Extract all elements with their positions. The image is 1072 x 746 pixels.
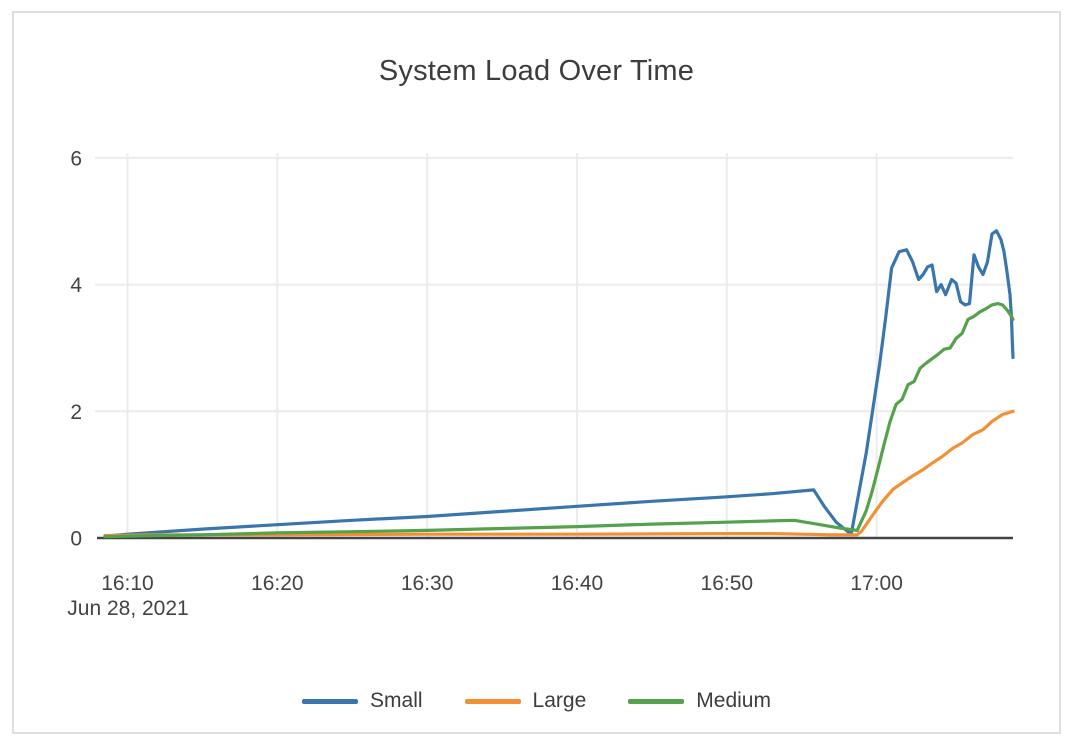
x-axis-tick-labels: 16:10 16:20 16:30 16:40 16:50 17:00 <box>101 572 903 595</box>
series-line-small <box>103 229 1015 538</box>
x-tick-label: 17:00 <box>850 572 903 595</box>
legend-label-small: Small <box>370 689 423 712</box>
legend-item-small[interactable]: Small <box>302 689 423 713</box>
x-tick-label: 16:50 <box>701 572 754 595</box>
series-line-medium <box>103 302 1015 539</box>
x-tick-label: 16:20 <box>251 572 304 595</box>
x-tick-label: 16:10 <box>101 572 154 595</box>
gridlines <box>95 153 1013 538</box>
x-axis-date-label: Jun 28, 2021 <box>67 597 189 620</box>
legend-item-large[interactable]: Large <box>464 689 587 713</box>
legend: Small Large Medium <box>14 689 1059 713</box>
legend-item-medium[interactable]: Medium <box>628 689 771 713</box>
legend-label-large: Large <box>532 689 587 712</box>
legend-label-medium: Medium <box>696 689 771 712</box>
plot-canvas[interactable]: 0 2 4 6 16:10 16:20 16:30 16:40 16:50 17:00 <box>14 13 1059 732</box>
series-line-large <box>103 409 1015 538</box>
y-tick-label: 6 <box>70 147 82 170</box>
y-tick-label: 0 <box>70 528 82 551</box>
y-tick-label: 4 <box>70 274 82 297</box>
legend-swatch-medium <box>628 698 685 704</box>
chart-title: System Load Over Time <box>378 55 695 87</box>
legend-swatch-large <box>464 698 521 704</box>
series-lines <box>103 229 1015 539</box>
x-tick-label: 16:30 <box>401 572 454 595</box>
y-tick-label: 2 <box>70 401 82 424</box>
y-axis-tick-labels: 0 2 4 6 <box>70 147 82 550</box>
legend-swatch-small <box>302 698 359 704</box>
x-tick-label: 16:40 <box>551 572 604 595</box>
